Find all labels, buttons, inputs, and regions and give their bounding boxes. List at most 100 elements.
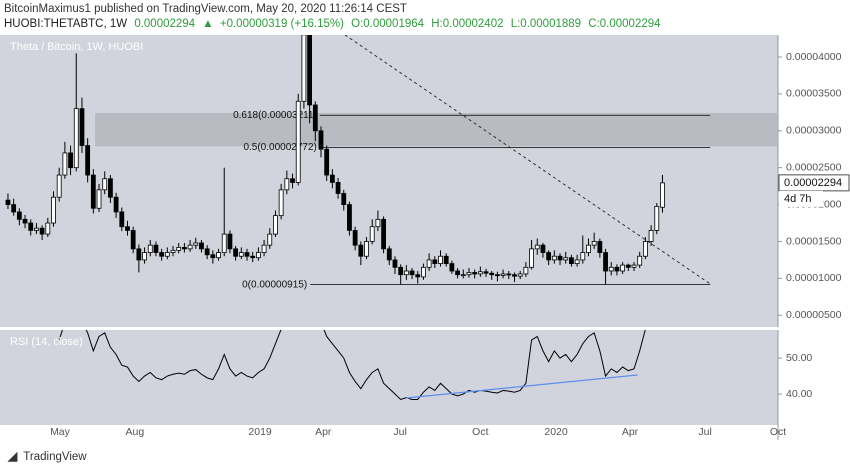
quote: L:0.00001889 [511, 18, 581, 30]
candle-body [136, 248, 142, 261]
candle-body [540, 244, 546, 253]
candle-body [517, 273, 523, 277]
x-tick-label: Apr [315, 426, 332, 438]
candle-body [597, 241, 603, 253]
quote: ▲ [202, 18, 213, 30]
candle-body [551, 255, 557, 261]
y-tick-label: 0.00004000 [786, 51, 842, 63]
candle-body [244, 252, 250, 257]
x-tick-label: Jul [698, 426, 711, 438]
candle-body [642, 241, 648, 257]
y-tick-label: 0.00001000 [786, 272, 842, 284]
candle-body [170, 249, 176, 253]
candle-body [421, 266, 426, 278]
candle-body [164, 252, 170, 257]
candle-body [233, 248, 239, 257]
candle-body [369, 226, 375, 242]
x-tick-label: Oct [770, 426, 786, 438]
x-tick-label: May [50, 426, 71, 438]
candle-body [147, 244, 153, 253]
y-tick-label: 50.00 [786, 352, 812, 364]
price-pane [0, 35, 778, 327]
candle-body [199, 242, 204, 250]
candle-body [210, 254, 216, 259]
candle-body [455, 270, 460, 276]
candle-body [512, 274, 517, 277]
candle-body [119, 211, 125, 228]
candle-body [68, 152, 73, 169]
quote: H:0.00002402 [431, 18, 503, 30]
candle-body [159, 252, 165, 257]
candle-body [227, 233, 233, 250]
candle-body [637, 255, 643, 266]
countdown: 4d 7h [784, 193, 812, 205]
candle-body [608, 266, 614, 272]
candle-body [529, 248, 534, 268]
fib-label: 0.618(0.00003211) [233, 110, 317, 121]
candle-body [352, 230, 358, 246]
price-plot: 0.618(0.00003211) 0.5(0.00002772) 0(0.0000… [5, 35, 778, 290]
candle-body [11, 204, 17, 213]
candle-body [614, 266, 620, 272]
candle-body [563, 257, 569, 261]
candle-body [341, 193, 347, 205]
footer-text: TradingView [23, 451, 87, 463]
candle-body [329, 174, 335, 183]
y-tick-label: 0.00000500 [786, 309, 842, 321]
candle-body [472, 272, 478, 275]
candle-body [375, 218, 381, 228]
candle-body [625, 264, 631, 268]
rsi-trendline [406, 374, 638, 399]
candle-body [142, 252, 147, 261]
candle-body [449, 263, 455, 272]
axes: 0.000005000.000010000.000015000.00002000… [50, 51, 850, 438]
candle-body [386, 248, 392, 261]
candle-body [278, 189, 284, 217]
candle-body [267, 233, 273, 246]
fib-label: 0(0.00000915) [242, 279, 307, 290]
x-tick-label: 2020 [544, 426, 568, 438]
candle-body [238, 252, 244, 257]
y-tick-label: 0.00002500 [786, 161, 842, 173]
candle-body [546, 252, 552, 261]
candle-body [466, 272, 472, 276]
candle-body [28, 222, 34, 231]
candle-body [324, 148, 330, 176]
candle-body [16, 211, 22, 220]
candle-body [574, 259, 580, 265]
candle-body [153, 244, 159, 253]
candle-body [250, 255, 256, 259]
candle-body [96, 189, 102, 209]
candle-body [187, 244, 193, 250]
candle-body [500, 273, 506, 276]
candle-body [255, 252, 261, 259]
candle-body [477, 271, 483, 275]
candle-body [580, 252, 586, 261]
candle-body [403, 270, 409, 276]
candle-body [22, 218, 28, 224]
candle-body [102, 178, 108, 191]
quote: +0.00000319 (+16.15%) [220, 18, 344, 30]
candle-body [307, 35, 313, 106]
candle-body [335, 182, 341, 194]
candle-body [181, 246, 187, 250]
x-tick-label: Apr [622, 426, 639, 438]
candle-body [56, 174, 62, 198]
candle-body [130, 230, 136, 250]
quote: C:0.00002294 [588, 18, 661, 30]
pane-title: Theta / Bitcoin, 1W, HUOBI [10, 41, 143, 53]
candle-body [569, 257, 574, 265]
candle-body [301, 35, 307, 102]
candle-body [523, 266, 529, 275]
candle-body [660, 182, 665, 208]
candle-body [591, 241, 597, 246]
y-tick-label: 0.00001500 [786, 235, 842, 247]
candle-body [90, 174, 96, 209]
candle-body [261, 244, 267, 253]
candle-body [204, 248, 210, 256]
candle-body [489, 272, 495, 276]
candle-body [364, 241, 369, 257]
footer: ◢ TradingView [7, 449, 87, 463]
candle-body [221, 233, 227, 253]
